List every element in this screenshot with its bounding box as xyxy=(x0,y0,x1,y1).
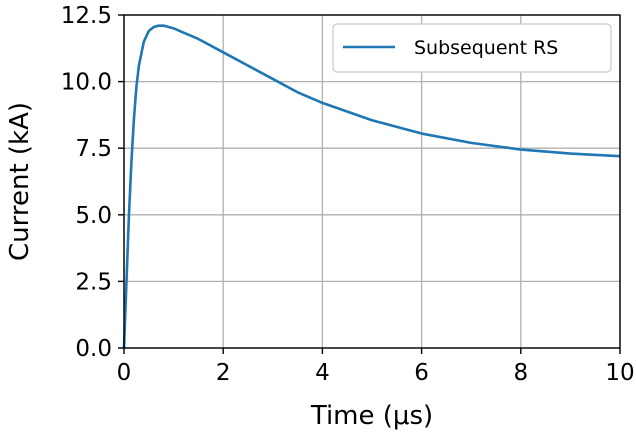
x-tick-label: 10 xyxy=(605,360,634,386)
y-tick-label: 12.5 xyxy=(61,3,112,29)
x-tick-label: 0 xyxy=(117,360,132,386)
y-tick-label: 2.5 xyxy=(75,269,112,295)
legend-label-subsequent-rs: Subsequent RS xyxy=(414,37,558,59)
series-line-subsequent-rs xyxy=(122,24,621,349)
x-tick-label: 2 xyxy=(216,360,231,386)
y-tick-label: 0.0 xyxy=(75,336,112,362)
y-tick-label: 5.0 xyxy=(75,203,112,229)
legend-box xyxy=(332,23,612,73)
x-tick-label: 6 xyxy=(414,360,429,386)
series-layer xyxy=(122,24,621,349)
legend: Subsequent RS xyxy=(332,23,612,73)
ticks: 0 2 4 6 8 10 0.0 2.5 5.0 7.5 10.0 12.5 xyxy=(61,3,635,386)
plot-frame xyxy=(123,14,621,349)
y-tick-label: 7.5 xyxy=(75,136,112,162)
y-tick-label: 10.0 xyxy=(61,70,112,96)
y-axis-title: Current (kA) xyxy=(5,102,35,261)
x-axis-title: Time (μs) xyxy=(310,401,433,431)
x-tick-label: 4 xyxy=(315,360,330,386)
x-tick-label: 8 xyxy=(513,360,528,386)
